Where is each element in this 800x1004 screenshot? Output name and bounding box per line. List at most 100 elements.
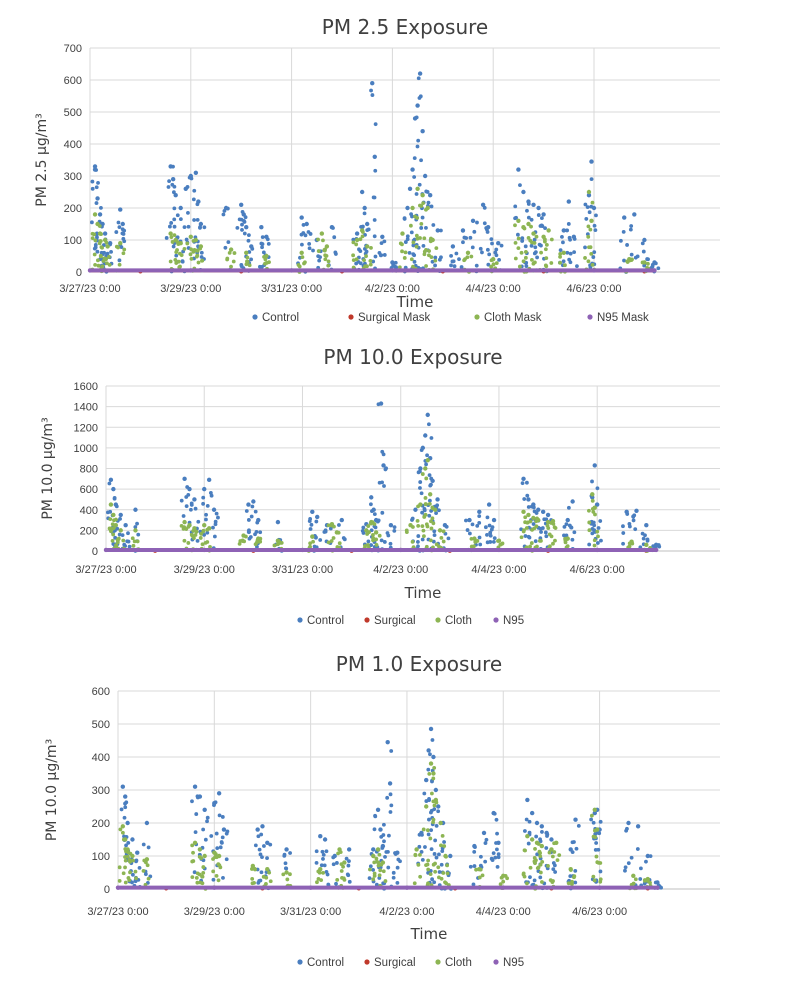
control-point	[426, 767, 431, 772]
cloth-point	[205, 527, 210, 532]
control-point	[334, 881, 338, 886]
cloth-point	[590, 200, 595, 205]
cloth-point	[532, 855, 537, 860]
control-point	[427, 498, 432, 503]
cloth-point	[563, 536, 567, 541]
control-point	[216, 791, 222, 796]
control-point	[539, 824, 545, 829]
control-point	[587, 542, 592, 547]
control-point	[388, 810, 393, 814]
control-point	[482, 205, 487, 210]
control-point	[623, 865, 628, 870]
control-point	[377, 480, 382, 485]
cloth-point	[414, 847, 419, 852]
cloth-point	[592, 538, 597, 543]
cloth-point	[494, 261, 499, 266]
control-point	[198, 221, 204, 227]
control-point	[112, 496, 117, 500]
control-point	[383, 854, 387, 859]
cloth-point	[323, 257, 328, 262]
control-point	[137, 865, 142, 870]
control-point	[483, 841, 488, 845]
x-tick-label: 4/2/23 0:00	[379, 906, 434, 918]
control-point	[202, 807, 207, 812]
cloth-point	[99, 232, 103, 236]
legend-marker-surgical	[364, 959, 370, 965]
cloth-point	[592, 807, 597, 812]
cloth-point	[114, 543, 118, 548]
cloth-point	[128, 870, 132, 875]
control-point	[461, 228, 465, 233]
cloth-point	[519, 250, 524, 255]
control-point	[379, 538, 384, 543]
cloth-point	[316, 876, 321, 881]
control-point	[319, 863, 324, 868]
cloth-point	[418, 203, 422, 208]
y-tick-label: 0	[76, 267, 82, 279]
control-point	[125, 820, 130, 826]
control-point	[201, 495, 206, 500]
control-point	[516, 167, 521, 172]
control-point	[444, 524, 449, 529]
control-point	[99, 250, 104, 255]
legend-label-surgical: Surgical	[374, 957, 416, 969]
cloth-point	[111, 512, 116, 518]
cloth-point	[265, 867, 270, 872]
cloth-point	[211, 857, 215, 861]
cloth-point	[552, 525, 557, 530]
control-point	[172, 224, 177, 229]
cloth-point	[424, 502, 428, 507]
control-point	[623, 868, 627, 873]
cloth-point	[503, 873, 508, 878]
cloth-point	[427, 771, 432, 776]
cloth-point	[589, 251, 594, 256]
control-point	[243, 215, 248, 220]
cloth-point	[432, 803, 437, 808]
control-point	[366, 227, 371, 232]
control-point	[656, 266, 661, 271]
control-point	[216, 515, 220, 520]
control-point	[220, 835, 225, 840]
cloth-point	[310, 534, 315, 539]
control-point	[198, 225, 202, 229]
control-point	[260, 235, 265, 240]
cloth-point	[374, 542, 379, 547]
cloth-point	[331, 536, 336, 540]
control-point	[178, 217, 183, 222]
cloth-point	[363, 264, 367, 269]
control-point	[416, 540, 420, 544]
legend-marker-surgical	[348, 314, 354, 320]
control-point	[424, 777, 429, 783]
cloth-point	[267, 260, 271, 265]
control-point	[525, 208, 529, 213]
cloth-point	[491, 262, 496, 267]
control-point	[186, 492, 191, 497]
cloth-point	[354, 237, 360, 243]
cloth-point	[202, 523, 207, 528]
cloth-point	[590, 262, 595, 267]
cloth-point	[188, 252, 193, 257]
cloth-point	[192, 526, 197, 531]
control-point	[309, 522, 314, 527]
control-point	[526, 202, 531, 206]
y-tick-label: 400	[92, 752, 110, 764]
y-axis-label: PM 10.0 µg/m³	[40, 417, 56, 519]
control-point	[570, 537, 575, 542]
cloth-point	[324, 244, 330, 249]
cloth-point	[551, 879, 555, 883]
control-point	[122, 228, 127, 233]
series-n95	[115, 885, 660, 890]
control-point	[351, 237, 356, 242]
control-point	[429, 847, 434, 852]
cloth-point	[131, 858, 135, 863]
cloth-point	[199, 856, 204, 861]
cloth-point	[272, 543, 277, 548]
cloth-point	[590, 506, 595, 511]
control-point	[591, 820, 596, 825]
control-point	[254, 529, 259, 534]
control-point	[369, 528, 374, 533]
cloth-point	[229, 264, 233, 269]
control-point	[268, 842, 273, 847]
control-point	[539, 530, 543, 534]
cloth-point	[591, 874, 596, 879]
